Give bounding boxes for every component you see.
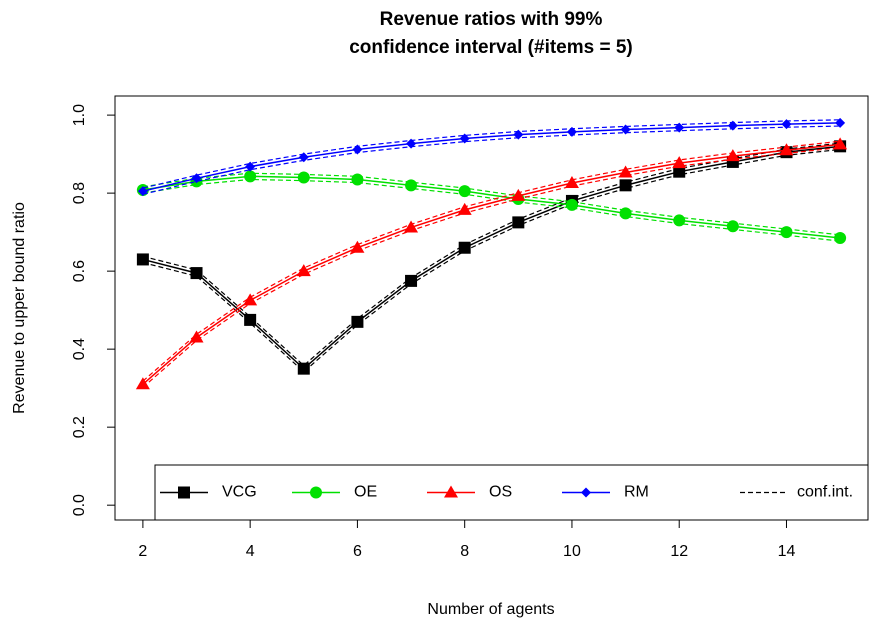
marker bbox=[834, 231, 847, 244]
marker bbox=[297, 362, 310, 375]
x-tick-label: 14 bbox=[778, 543, 796, 560]
ci-line bbox=[142, 125, 841, 195]
y-tick-label: 0.4 bbox=[71, 338, 88, 360]
y-tick-label: 1.0 bbox=[71, 104, 88, 126]
marker bbox=[458, 185, 471, 198]
marker bbox=[781, 119, 792, 130]
marker bbox=[674, 122, 685, 133]
x-tick-label: 4 bbox=[246, 543, 255, 560]
y-tick-label: 0.2 bbox=[71, 416, 88, 438]
y-tick-label: 0.8 bbox=[71, 182, 88, 204]
marker bbox=[245, 161, 256, 172]
legend-label: OS bbox=[489, 484, 512, 501]
marker bbox=[620, 124, 631, 135]
marker bbox=[404, 220, 419, 233]
marker bbox=[244, 170, 257, 183]
series-line bbox=[142, 145, 841, 370]
marker bbox=[351, 315, 364, 328]
marker bbox=[565, 198, 578, 211]
marker bbox=[191, 173, 202, 184]
chart-title: Revenue ratios with 99% bbox=[380, 9, 603, 30]
x-tick-label: 6 bbox=[353, 543, 362, 560]
chart-title: confidence interval (#items = 5) bbox=[349, 37, 633, 58]
y-tick-label: 0.0 bbox=[71, 494, 88, 516]
marker bbox=[673, 214, 686, 227]
y-axis-label: Revenue to upper bound ratio bbox=[11, 202, 28, 414]
marker bbox=[512, 216, 525, 229]
series-line bbox=[142, 175, 841, 239]
legend-label: VCG bbox=[222, 484, 257, 501]
series-line bbox=[142, 122, 841, 192]
marker bbox=[779, 143, 794, 156]
ci-line bbox=[142, 119, 841, 189]
legend-label: OE bbox=[354, 484, 377, 501]
marker bbox=[780, 226, 793, 239]
marker bbox=[190, 267, 203, 280]
marker bbox=[406, 138, 417, 149]
marker bbox=[726, 220, 739, 233]
marker bbox=[405, 274, 418, 287]
y-tick-label: 0.6 bbox=[71, 260, 88, 282]
legend-marker bbox=[444, 485, 458, 498]
marker bbox=[189, 330, 204, 343]
x-tick-label: 12 bbox=[670, 543, 688, 560]
marker bbox=[350, 240, 365, 253]
marker bbox=[513, 129, 524, 140]
marker bbox=[619, 207, 632, 220]
marker bbox=[244, 313, 257, 326]
x-tick-label: 10 bbox=[563, 543, 581, 560]
marker bbox=[352, 144, 363, 155]
legend-label: RM bbox=[624, 484, 649, 501]
ci-line bbox=[142, 178, 841, 242]
marker bbox=[619, 179, 632, 192]
marker bbox=[135, 377, 150, 390]
x-axis-label: Number of agents bbox=[427, 601, 554, 618]
marker bbox=[727, 120, 738, 131]
marker bbox=[457, 202, 472, 215]
ci-line bbox=[142, 140, 841, 382]
marker bbox=[297, 171, 310, 184]
legend-marker bbox=[581, 487, 591, 498]
marker bbox=[618, 165, 633, 178]
marker bbox=[458, 241, 471, 254]
marker bbox=[405, 179, 418, 192]
marker bbox=[459, 133, 470, 144]
ci-line bbox=[142, 172, 841, 236]
x-tick-label: 8 bbox=[460, 543, 469, 560]
legend-marker bbox=[310, 486, 322, 499]
x-tick-label: 2 bbox=[138, 543, 147, 560]
marker bbox=[833, 137, 848, 150]
marker bbox=[136, 253, 149, 266]
series-line bbox=[142, 143, 841, 385]
marker bbox=[296, 264, 311, 277]
marker bbox=[564, 175, 579, 188]
marker bbox=[351, 173, 364, 186]
marker bbox=[243, 293, 258, 306]
marker bbox=[137, 186, 148, 197]
legend-label: conf.int. bbox=[797, 484, 853, 501]
ci-line bbox=[142, 146, 841, 388]
marker bbox=[566, 126, 577, 137]
marker bbox=[298, 152, 309, 163]
marker bbox=[725, 149, 740, 162]
marker bbox=[673, 165, 686, 178]
marker bbox=[835, 117, 846, 128]
ci-line bbox=[142, 148, 841, 373]
marker bbox=[511, 188, 526, 201]
marker bbox=[672, 156, 687, 169]
legend-marker bbox=[178, 486, 190, 499]
